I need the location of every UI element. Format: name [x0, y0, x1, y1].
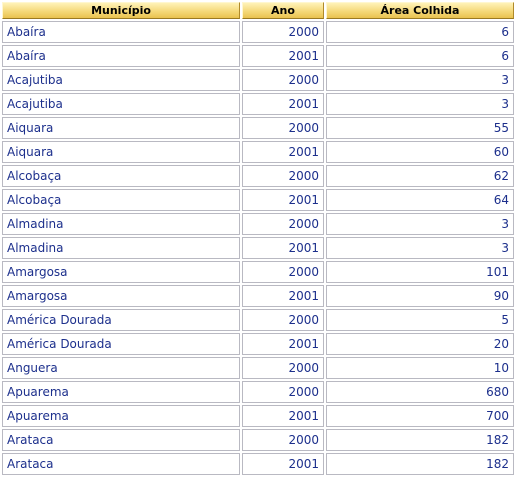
cell-ano: 2000	[242, 117, 324, 139]
cell-area-colhida: 6	[326, 45, 514, 67]
cell-ano: 2000	[242, 357, 324, 379]
cell-area-colhida: 6	[326, 21, 514, 43]
table-row: Alcobaça 2000 62	[2, 165, 514, 187]
cell-ano: 2001	[242, 333, 324, 355]
cell-municipio: Apuarema	[2, 405, 240, 427]
cell-area-colhida: 680	[326, 381, 514, 403]
cell-municipio: Alcobaça	[2, 189, 240, 211]
cell-area-colhida: 3	[326, 69, 514, 91]
cell-ano: 2000	[242, 213, 324, 235]
cell-area-colhida: 62	[326, 165, 514, 187]
cell-ano: 2000	[242, 21, 324, 43]
cell-municipio: América Dourada	[2, 333, 240, 355]
cell-area-colhida: 101	[326, 261, 514, 283]
cell-municipio: Abaíra	[2, 45, 240, 67]
cell-municipio: Anguera	[2, 357, 240, 379]
table-row: Arataca 2001 182	[2, 453, 514, 475]
cell-municipio: Arataca	[2, 429, 240, 451]
cell-municipio: Acajutiba	[2, 93, 240, 115]
table-row: Almadina 2000 3	[2, 213, 514, 235]
cell-area-colhida: 3	[326, 237, 514, 259]
table-row: Alcobaça 2001 64	[2, 189, 514, 211]
cell-area-colhida: 10	[326, 357, 514, 379]
cell-area-colhida: 5	[326, 309, 514, 331]
table-row: Arataca 2000 182	[2, 429, 514, 451]
column-header-area-colhida[interactable]: Área Colhida	[326, 2, 514, 19]
cell-municipio: Abaíra	[2, 21, 240, 43]
cell-ano: 2000	[242, 429, 324, 451]
cell-municipio: Amargosa	[2, 261, 240, 283]
cell-ano: 2000	[242, 309, 324, 331]
table-row: Abaíra 2001 6	[2, 45, 514, 67]
cell-area-colhida: 182	[326, 429, 514, 451]
table-row: Apuarema 2000 680	[2, 381, 514, 403]
cell-ano: 2001	[242, 237, 324, 259]
table-row: Amargosa 2000 101	[2, 261, 514, 283]
cell-ano: 2001	[242, 405, 324, 427]
cell-ano: 2001	[242, 189, 324, 211]
cell-area-colhida: 60	[326, 141, 514, 163]
cell-municipio: Almadina	[2, 237, 240, 259]
table-row: Almadina 2001 3	[2, 237, 514, 259]
cell-municipio: Amargosa	[2, 285, 240, 307]
cell-ano: 2000	[242, 381, 324, 403]
cell-municipio: Aiquara	[2, 141, 240, 163]
cell-municipio: Almadina	[2, 213, 240, 235]
table-row: Anguera 2000 10	[2, 357, 514, 379]
table-row: Abaíra 2000 6	[2, 21, 514, 43]
cell-ano: 2001	[242, 453, 324, 475]
cell-ano: 2001	[242, 141, 324, 163]
cell-ano: 2000	[242, 165, 324, 187]
cell-ano: 2000	[242, 261, 324, 283]
cell-area-colhida: 3	[326, 213, 514, 235]
table-row: Acajutiba 2001 3	[2, 93, 514, 115]
table-header-row: Município Ano Área Colhida	[2, 2, 514, 19]
table-row: Aiquara 2001 60	[2, 141, 514, 163]
cell-area-colhida: 700	[326, 405, 514, 427]
cell-ano: 2001	[242, 45, 324, 67]
table-row: América Dourada 2001 20	[2, 333, 514, 355]
column-header-ano[interactable]: Ano	[242, 2, 324, 19]
table-row: Amargosa 2001 90	[2, 285, 514, 307]
cell-area-colhida: 64	[326, 189, 514, 211]
column-header-municipio[interactable]: Município	[2, 2, 240, 19]
cell-area-colhida: 182	[326, 453, 514, 475]
table-row: Aiquara 2000 55	[2, 117, 514, 139]
table-row: Acajutiba 2000 3	[2, 69, 514, 91]
cell-ano: 2000	[242, 69, 324, 91]
cell-ano: 2001	[242, 93, 324, 115]
cell-ano: 2001	[242, 285, 324, 307]
cell-municipio: Acajutiba	[2, 69, 240, 91]
cell-municipio: Arataca	[2, 453, 240, 475]
cell-area-colhida: 20	[326, 333, 514, 355]
cell-municipio: América Dourada	[2, 309, 240, 331]
table-row: Apuarema 2001 700	[2, 405, 514, 427]
cell-municipio: Apuarema	[2, 381, 240, 403]
cell-municipio: Alcobaça	[2, 165, 240, 187]
cell-area-colhida: 3	[326, 93, 514, 115]
cell-area-colhida: 90	[326, 285, 514, 307]
cell-municipio: Aiquara	[2, 117, 240, 139]
table-row: América Dourada 2000 5	[2, 309, 514, 331]
table-body: Abaíra 2000 6 Abaíra 2001 6 Acajutiba 2000 3 Acaj…	[2, 21, 514, 475]
cell-area-colhida: 55	[326, 117, 514, 139]
